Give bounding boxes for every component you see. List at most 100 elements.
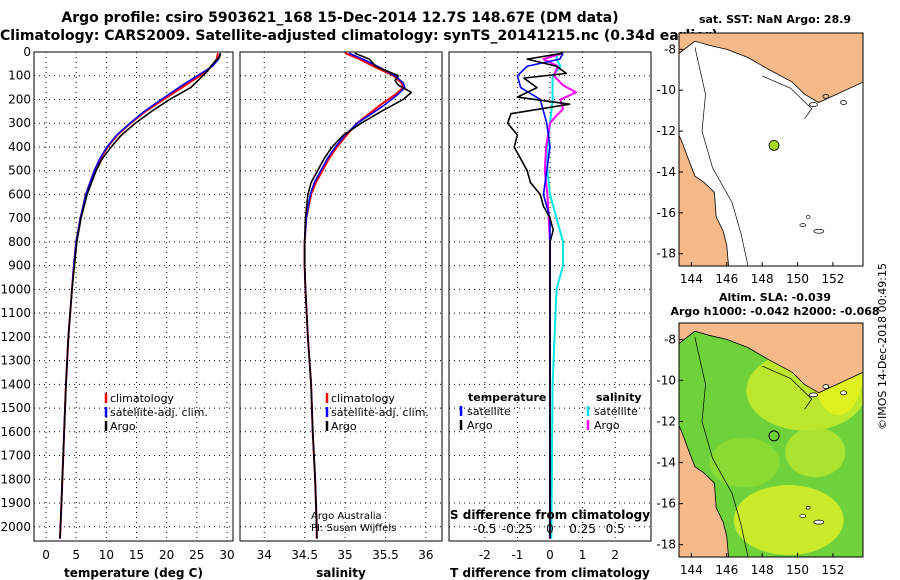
map-y-tick-label: -12 <box>656 415 676 429</box>
y-tick-label: 600 <box>8 187 31 201</box>
y-tick-label: 1500 <box>0 401 31 415</box>
map-y-tick-label: -16 <box>656 206 676 220</box>
x-tick-label-s: -0.5 <box>473 522 496 536</box>
x-tick-label: 30 <box>219 548 234 562</box>
island <box>799 223 807 227</box>
x-tick-label: -1 <box>511 548 523 562</box>
map-panel-2 <box>678 322 864 558</box>
x-axis-label: temperature (deg C) <box>64 566 203 580</box>
land-australia <box>679 135 729 266</box>
x-axis-label-s: S difference from climatology <box>450 508 650 522</box>
chart-title-line2: Climatology: CARS2009. Satellite-adjuste… <box>0 28 718 44</box>
map-y-tick-label: -8 <box>664 42 676 56</box>
y-tick-label: 200 <box>8 92 31 106</box>
shelf-contour <box>762 75 813 120</box>
x-tick-label: 2 <box>611 548 619 562</box>
y-tick-label: 1100 <box>0 306 31 320</box>
island <box>822 384 830 389</box>
x-tick-label: 10 <box>99 548 114 562</box>
island <box>840 390 847 396</box>
legend-title-right: salinity <box>596 391 642 404</box>
x-axis-label: salinity <box>316 566 366 580</box>
series-argo <box>59 53 222 539</box>
map-content <box>679 323 863 557</box>
x-tick-label-s: -0.25 <box>502 522 533 536</box>
x-tick-label: 25 <box>189 548 204 562</box>
map-y-tick-label: -16 <box>656 497 676 511</box>
legend-label: Argo <box>594 419 620 432</box>
map-x-tick-label: 144 <box>680 563 703 577</box>
legend-label: satellite <box>594 405 638 418</box>
map-y-tick-label: -8 <box>664 332 676 346</box>
x-tick-label: 15 <box>129 548 144 562</box>
legend-label: Argo <box>467 419 493 432</box>
shelf-contour <box>762 365 813 410</box>
x-tick-label: 0 <box>42 548 50 562</box>
island <box>809 102 818 107</box>
island <box>809 392 818 398</box>
x-tick-label-s: 0.5 <box>606 522 625 536</box>
shelf-contour <box>694 47 749 266</box>
y-tick-label: 1200 <box>0 330 31 344</box>
x-tick-label: 34.5 <box>291 548 318 562</box>
map-frame <box>678 322 864 558</box>
y-tick-label: 100 <box>8 69 31 83</box>
island <box>799 514 807 518</box>
map1-title: sat. SST: NaN Argo: 28.9 <box>699 13 851 26</box>
map-y-tick-label: -14 <box>656 165 676 179</box>
series-climatology <box>58 52 219 539</box>
map-x-tick-label: 150 <box>786 563 809 577</box>
float-position-marker <box>768 430 780 442</box>
map-x-tick-label: 146 <box>715 563 738 577</box>
y-tick-label: 400 <box>8 140 31 154</box>
series-t-argo <box>506 52 571 539</box>
sla-blob <box>709 437 780 488</box>
island <box>805 505 811 510</box>
map-x-tick-label: 152 <box>821 563 844 577</box>
y-tick-label: 500 <box>8 164 31 178</box>
map-frame <box>678 32 864 267</box>
sla-blob <box>785 427 846 478</box>
island <box>813 228 825 234</box>
map-y-tick-label: -10 <box>656 373 676 387</box>
y-tick-label: 1600 <box>0 425 31 439</box>
plot-frame <box>33 51 234 542</box>
y-tick-label: 1800 <box>0 472 31 486</box>
land-australia <box>679 425 729 557</box>
x-axis-label: T difference from climatology <box>450 566 650 580</box>
legend-label: Argo <box>331 420 357 433</box>
land-new-guinea <box>679 33 863 103</box>
annotation-line: Argo Australia <box>311 511 382 522</box>
legend-label: climatology <box>331 392 395 405</box>
map-y-tick-label: -10 <box>656 83 676 97</box>
series-satellite-adj <box>303 52 406 539</box>
profile-panel-3 <box>448 51 652 542</box>
x-tick-label-s: 0.25 <box>569 522 596 536</box>
y-tick-label: 1400 <box>0 377 31 391</box>
x-tick-label: 1 <box>579 548 587 562</box>
map-y-tick-label: -18 <box>656 247 676 261</box>
y-tick-label: 1300 <box>0 354 31 368</box>
x-tick-label: 36 <box>418 548 433 562</box>
y-tick-label: 2000 <box>0 520 31 534</box>
profile-panel-1 <box>33 51 234 542</box>
y-tick-label: 1900 <box>0 496 31 510</box>
y-tick-label: 0 <box>23 45 31 59</box>
legend-label: satellite-adj. clim. <box>110 406 208 419</box>
x-tick-label-s: 0 <box>546 522 554 536</box>
plot-frame <box>448 51 652 542</box>
land-new-guinea <box>679 323 863 394</box>
series-argo <box>303 52 413 539</box>
map-x-tick-label: 148 <box>751 272 774 286</box>
y-tick-label: 800 <box>8 235 31 249</box>
island <box>840 100 847 105</box>
legend-label: satellite-adj. clim. <box>331 406 429 419</box>
map-x-tick-label: 152 <box>821 272 844 286</box>
map-y-tick-label: -14 <box>656 456 676 470</box>
x-tick-label: -2 <box>479 548 491 562</box>
profile-panel-2 <box>239 51 443 542</box>
legend-label: climatology <box>110 392 174 405</box>
legend-label: Argo <box>110 420 136 433</box>
island <box>813 519 825 525</box>
y-tick-label: 1000 <box>0 282 31 296</box>
